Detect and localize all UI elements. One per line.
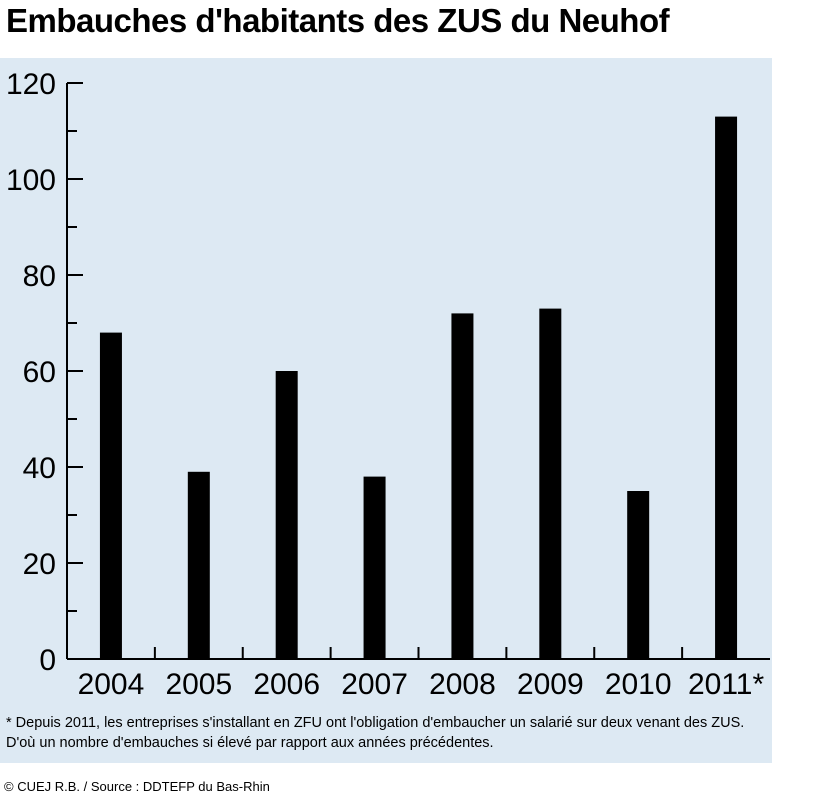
x-tick-label: 2004 (78, 668, 145, 701)
y-tick-label: 120 (6, 68, 56, 101)
bar-2007 (363, 476, 386, 659)
y-tick-label: 60 (23, 356, 56, 389)
bar-2009 (539, 308, 562, 659)
y-tick-label: 40 (23, 452, 56, 485)
bar-2010 (627, 491, 650, 659)
x-tick-label: 2006 (253, 668, 320, 701)
y-tick-label: 20 (23, 548, 56, 581)
bar-2008 (451, 313, 474, 659)
bar-2006 (275, 371, 298, 659)
chart-title: Embauches d'habitants des ZUS du Neuhof (6, 2, 670, 39)
x-tick-label: 2007 (341, 668, 408, 701)
x-tick-label: 2008 (429, 668, 496, 701)
x-tick-label: 2009 (517, 668, 584, 701)
bar-2004 (99, 332, 122, 659)
y-tick-label: 100 (6, 164, 56, 197)
bar-2011 (715, 116, 738, 660)
y-tick-label: 0 (39, 644, 56, 677)
x-tick-label: 2005 (165, 668, 232, 701)
chart-footnote: * Depuis 2011, les entreprises s'install… (6, 715, 745, 751)
bar-2005 (187, 471, 210, 659)
y-tick-label: 80 (23, 260, 56, 293)
x-tick-label: 2011* (688, 668, 765, 701)
x-tick-label: 2010 (605, 668, 672, 701)
source-credit: © CUEJ R.B. / Source : DDTEFP du Bas-Rhi… (4, 779, 270, 794)
